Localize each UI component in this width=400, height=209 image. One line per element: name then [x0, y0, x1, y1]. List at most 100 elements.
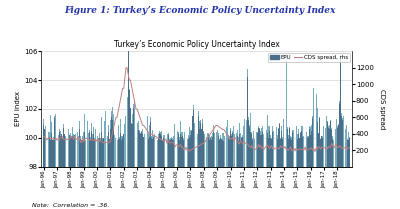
Bar [249, 125, 250, 167]
Bar [271, 139, 272, 167]
Bar [320, 139, 321, 167]
Bar [180, 121, 181, 167]
Bar [149, 125, 150, 167]
Bar [237, 130, 238, 167]
Bar [250, 113, 251, 167]
Bar [164, 136, 165, 167]
Bar [230, 128, 231, 167]
Bar [181, 132, 182, 167]
Bar [94, 139, 95, 167]
Bar [178, 131, 179, 167]
Bar [320, 139, 321, 167]
Bar [134, 100, 135, 167]
Bar [287, 127, 288, 167]
Bar [277, 135, 278, 167]
Bar [317, 122, 318, 167]
Bar [110, 129, 111, 167]
Bar [330, 121, 331, 167]
Bar [59, 129, 60, 167]
Bar [332, 136, 333, 167]
Bar [53, 140, 54, 167]
Bar [211, 140, 212, 167]
Bar [114, 136, 115, 167]
Bar [130, 108, 131, 167]
Bar [151, 136, 152, 167]
Bar [94, 138, 95, 167]
Bar [257, 133, 258, 167]
Bar [188, 135, 189, 167]
Bar [247, 69, 248, 167]
Bar [102, 138, 103, 167]
Bar [122, 136, 123, 167]
Bar [232, 133, 233, 167]
Bar [198, 111, 199, 167]
Bar [141, 131, 142, 167]
Bar [194, 124, 195, 167]
Bar [90, 140, 91, 167]
Bar [204, 134, 205, 167]
Bar [289, 128, 290, 167]
Bar [189, 137, 190, 167]
Bar [253, 131, 254, 167]
Bar [182, 132, 183, 167]
Bar [202, 119, 203, 167]
Bar [147, 116, 148, 167]
Bar [268, 126, 269, 167]
Bar [128, 46, 129, 167]
Bar [300, 132, 301, 167]
Bar [238, 137, 239, 167]
Bar [140, 133, 141, 167]
Bar [129, 89, 130, 167]
Bar [61, 134, 62, 167]
Bar [46, 132, 48, 167]
Bar [262, 126, 263, 167]
Bar [84, 114, 85, 167]
Bar [132, 114, 133, 167]
Bar [62, 138, 63, 167]
Bar [70, 138, 71, 167]
Bar [202, 124, 203, 167]
Bar [191, 131, 192, 167]
Bar [181, 138, 182, 167]
Bar [112, 107, 113, 167]
Bar [122, 138, 123, 167]
Bar [241, 137, 242, 167]
Bar [261, 135, 262, 167]
Bar [311, 125, 312, 167]
Bar [129, 90, 130, 167]
Bar [342, 120, 343, 167]
Bar [242, 135, 243, 167]
Bar [229, 140, 230, 167]
Bar [168, 133, 169, 167]
Bar [261, 128, 262, 167]
Bar [210, 138, 211, 167]
Bar [68, 129, 69, 167]
Bar [347, 139, 348, 167]
Bar [267, 133, 268, 167]
Bar [72, 127, 73, 167]
Bar [64, 134, 65, 167]
Y-axis label: EPU index: EPU index [15, 92, 21, 126]
Bar [148, 133, 149, 167]
Bar [349, 137, 350, 167]
Bar [208, 133, 209, 167]
Bar [190, 135, 191, 167]
Bar [340, 60, 341, 167]
Bar [281, 126, 282, 167]
Bar [272, 126, 273, 167]
Bar [173, 136, 174, 167]
Bar [177, 131, 178, 167]
Bar [44, 129, 45, 167]
Bar [142, 129, 143, 167]
Bar [51, 134, 52, 167]
Bar [82, 136, 83, 167]
Bar [132, 124, 133, 167]
Bar [237, 136, 238, 167]
Bar [127, 97, 128, 167]
Bar [321, 136, 322, 167]
Bar [308, 137, 309, 167]
Bar [310, 127, 311, 167]
Bar [142, 134, 143, 167]
Bar [172, 138, 173, 167]
Bar [104, 121, 105, 167]
